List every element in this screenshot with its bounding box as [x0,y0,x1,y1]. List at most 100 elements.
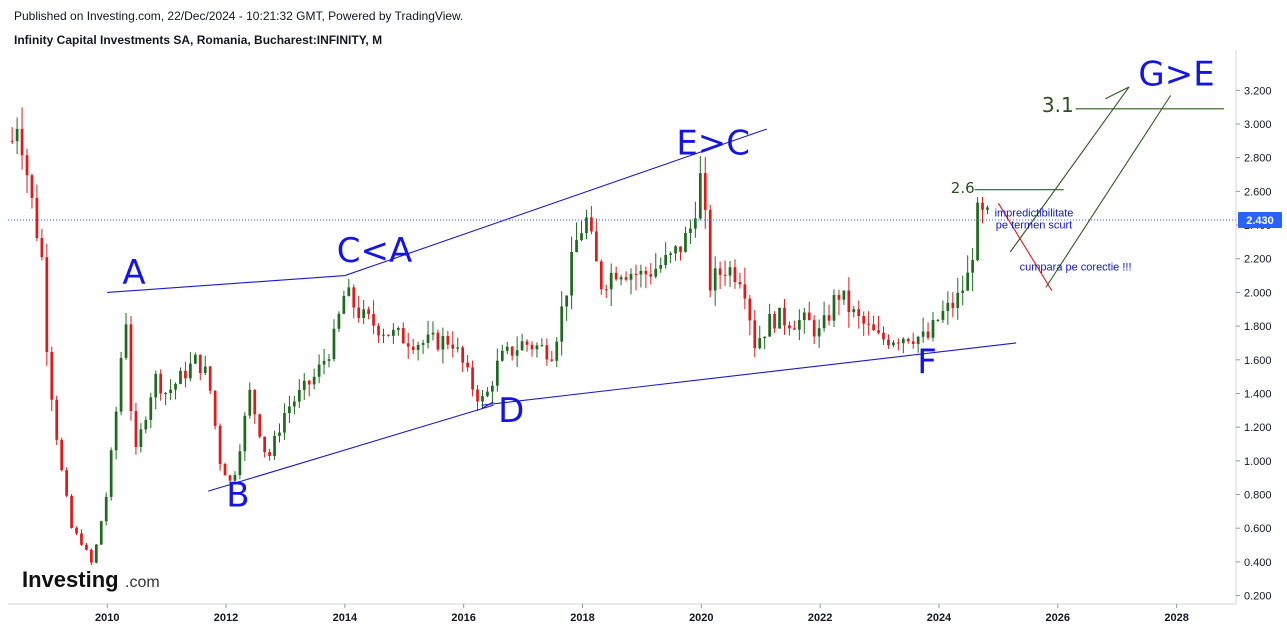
candle [466,354,469,372]
candle [723,260,727,286]
candle [144,416,148,434]
candle [396,326,400,336]
candle [842,290,846,305]
candle [921,317,925,343]
candle [783,299,786,335]
drawn-line [997,202,1053,292]
candle [159,369,163,401]
candle [189,352,192,382]
candle [500,344,504,362]
candle [510,345,514,361]
drawn-line [107,275,345,293]
candle [431,321,435,341]
candle [882,326,885,346]
candle [535,342,539,358]
candle [223,462,227,476]
annotation-label: 3.1 [1042,93,1074,117]
candle [936,318,940,322]
y-tick-label: 2.800 [1244,153,1272,165]
candle [728,261,732,287]
published-info: Published on Investing.com, 22/Dec/2024 … [14,9,464,23]
candle [377,323,380,343]
candle [486,387,489,398]
candle [218,423,222,471]
candle [233,471,237,484]
candle [812,315,816,345]
candle [946,291,950,325]
candle [15,117,19,155]
candle [837,289,841,316]
candle [768,303,771,337]
y-tick-label: 3.200 [1244,85,1272,97]
candle [45,243,49,366]
candle [802,307,806,334]
candle [174,382,177,400]
candle [406,332,410,359]
candle [154,370,158,410]
annotations-layer: A C<A E>C G>E B D F 3.1 2.6 impredictibilitatepe … [122,54,1214,515]
candle [971,248,974,292]
candle [50,346,54,412]
candle [25,148,29,194]
candle [119,351,123,416]
drawn-line [1009,86,1130,253]
candle [65,467,68,498]
candle [911,332,915,349]
candle [114,406,118,460]
candle [109,447,113,501]
candle [392,323,395,344]
candle [560,291,564,356]
drawn-line [481,401,494,410]
candle [887,334,890,349]
candle [495,348,499,392]
candle [867,311,871,336]
candle [476,384,479,412]
candle [649,263,653,285]
y-tick-label: 3.000 [1244,119,1272,131]
candle [302,373,306,400]
candle [585,209,588,240]
annotation-label: 2.6 [951,179,975,197]
candle [966,255,970,291]
candle [941,300,945,323]
candle [738,272,742,289]
y-tick-label: 0.800 [1244,490,1272,502]
y-tick-label: 0.600 [1244,523,1272,535]
svg-text:2.430: 2.430 [1246,215,1274,227]
candle [134,402,138,455]
candle [956,277,960,320]
candle [104,492,108,526]
candle [164,391,167,406]
y-tick-label: 2.200 [1244,254,1272,266]
candle [362,300,366,325]
y-tick-label: 0.200 [1244,591,1272,603]
candle [337,311,341,332]
candle [684,226,687,253]
candle [184,361,187,388]
candle [20,107,24,170]
candle [193,352,197,365]
candle [332,319,336,362]
candle [357,295,361,323]
x-tick-label: 2018 [570,612,594,624]
candle [961,275,965,306]
candle [203,355,207,375]
x-tick-label: 2014 [333,612,358,624]
candle [228,474,232,484]
x-tick-label: 2022 [808,612,832,624]
axes-layer: 0.200 0.400 0.600 0.800 1.000 1.200 1.400 1.600… [8,50,1282,624]
candle [872,315,875,331]
candle [520,333,524,351]
x-tick-label: 2028 [1164,612,1188,624]
candle [238,444,242,480]
candle [877,315,880,335]
drawn-line [344,128,767,277]
candle [401,322,405,344]
candle [317,354,321,384]
candle [986,205,989,215]
annotation-label: B [226,475,249,515]
annotation-label: D [498,391,524,431]
candle [758,325,762,350]
candle [797,309,801,341]
